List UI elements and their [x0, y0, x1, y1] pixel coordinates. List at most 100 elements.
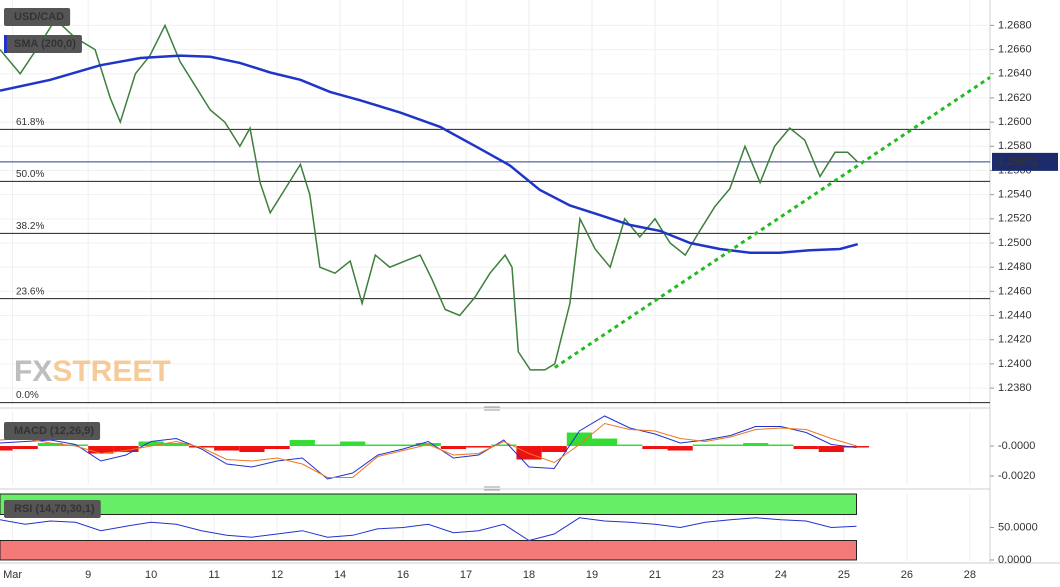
histogram-bar [289, 440, 315, 447]
x-tick-label: 25 [838, 569, 850, 581]
histogram-bar [264, 446, 290, 450]
x-tick-label: 10 [145, 569, 157, 581]
y-tick-label: -0.0000 [998, 440, 1035, 452]
histogram-bar [793, 446, 819, 450]
y-tick-label: 1.2520 [998, 213, 1032, 225]
y-tick-label: 1.2600 [998, 116, 1032, 128]
panel-handle[interactable] [484, 406, 500, 411]
y-tick-label: 50.0000 [998, 521, 1038, 533]
y-tick-label: 1.2480 [998, 261, 1032, 273]
label-box [4, 422, 101, 440]
indicator-label[interactable]: USD/CAD [4, 8, 71, 26]
label-text: SMA (200,0) [14, 38, 76, 50]
y-tick-label: -0.0020 [998, 470, 1035, 482]
y-tick-label: 1.2680 [998, 19, 1032, 31]
price-line [0, 18, 859, 371]
oversold-zone [0, 539, 857, 561]
histogram-bar [214, 446, 240, 451]
y-tick-label: 1.2400 [998, 358, 1032, 370]
y-tick-label: 1.2660 [998, 43, 1032, 55]
histogram-bar [365, 444, 391, 447]
y-tick-label: 1.2580 [998, 140, 1032, 152]
x-tick-label: 26 [901, 569, 913, 581]
last-price-tag [992, 152, 1058, 171]
y-tick-label: 1.2540 [998, 189, 1032, 201]
x-tick-label: 24 [775, 569, 787, 581]
x-tick-label: 11 [208, 569, 219, 581]
x-tick-label: 21 [649, 569, 661, 581]
histogram-bar [314, 444, 341, 447]
x-tick-label: 23 [712, 569, 724, 581]
y-tick-label: 1.2440 [998, 309, 1032, 321]
y-tick-label: 1.2380 [998, 382, 1032, 394]
fib-label: 38.2% [16, 221, 44, 232]
histogram-bar [818, 446, 844, 453]
fib-label: 61.8% [16, 117, 44, 128]
x-tick-label: Mar [3, 569, 22, 581]
last-price-label: 1.25671 [998, 156, 1038, 168]
histogram-bar [667, 446, 693, 451]
indicator-label[interactable]: MACD (12,26,9) [4, 422, 101, 440]
histogram-bar [642, 446, 668, 450]
indicator-label[interactable]: RSI (14,70,30,1) [4, 500, 101, 518]
x-tick-label: 18 [523, 569, 535, 581]
y-tick-label: 1.2420 [998, 334, 1032, 346]
label-accent [4, 35, 7, 53]
histogram-bar [743, 443, 769, 447]
histogram-bar [113, 446, 139, 453]
label-box [4, 8, 71, 26]
histogram-bar [591, 438, 618, 447]
y-tick-label: 0.0000 [998, 554, 1032, 566]
indicator-label[interactable]: SMA (200,0) [4, 35, 82, 53]
x-tick-label: 19 [586, 569, 598, 581]
histogram-bar [188, 446, 215, 448]
histogram-bar [843, 446, 870, 448]
histogram-bar [163, 443, 189, 447]
sma-line [0, 54, 859, 254]
fib-label: 0.0% [16, 390, 39, 401]
x-tick-label: 12 [271, 569, 283, 581]
y-tick-label: 1.2620 [998, 92, 1032, 104]
x-tick-label: 16 [397, 569, 409, 581]
signal-line [0, 422, 857, 478]
histogram-bar [37, 443, 63, 447]
x-tick-label: 28 [964, 569, 976, 581]
histogram-bar [566, 432, 592, 447]
x-tick-label: 17 [460, 569, 472, 581]
histogram-bar [12, 446, 38, 450]
y-tick-label: 1.2500 [998, 237, 1032, 249]
overbought-zone [0, 493, 857, 516]
trendline [553, 76, 991, 369]
watermark-part: STREET [52, 355, 170, 388]
macd-line [0, 415, 857, 480]
rsi-line [0, 517, 857, 542]
histogram-bar [138, 441, 164, 447]
histogram-bar [692, 444, 718, 447]
histogram-bar [62, 444, 89, 447]
histogram-bar [0, 446, 13, 451]
histogram-bar [440, 446, 467, 450]
histogram-bar [617, 444, 643, 447]
histogram-bar [239, 446, 265, 453]
label-text: USD/CAD [14, 11, 64, 23]
x-tick-label: 9 [85, 569, 91, 581]
histogram-bar [466, 446, 492, 448]
histogram-bar [491, 444, 517, 447]
histogram-bar [340, 441, 366, 447]
x-tick-label: 14 [334, 569, 346, 581]
histogram-bar [88, 446, 114, 454]
histogram-bar [390, 444, 416, 447]
panel-handle[interactable] [484, 486, 500, 491]
watermark-part: FX [14, 355, 52, 388]
histogram-bar [717, 444, 744, 447]
label-box [4, 35, 82, 53]
watermark: FXSTREET [14, 355, 171, 388]
y-tick-label: 1.2460 [998, 285, 1032, 297]
fib-label: 23.6% [16, 286, 44, 297]
histogram-bar [768, 444, 794, 447]
y-tick-label: 1.2640 [998, 68, 1032, 80]
histogram-bar [541, 446, 567, 453]
label-text: RSI (14,70,30,1) [14, 503, 95, 515]
label-box [4, 500, 101, 518]
